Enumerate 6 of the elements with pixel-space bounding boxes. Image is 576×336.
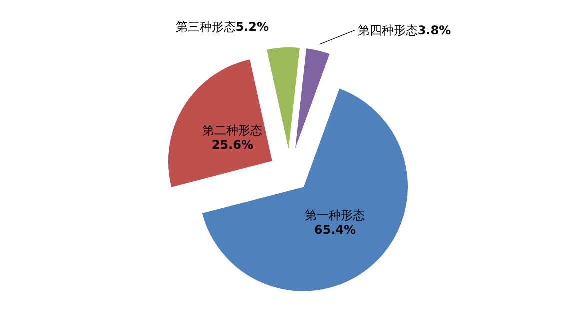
- data-label: 65.4%: [314, 222, 356, 237]
- data-label: 3.8%: [418, 23, 452, 38]
- slice-label: 第二种形态: [202, 123, 263, 138]
- data-label: 5.2%: [236, 20, 270, 34]
- data-label: 25.6%: [212, 138, 254, 152]
- slice-label: 第一种形态: [305, 208, 366, 222]
